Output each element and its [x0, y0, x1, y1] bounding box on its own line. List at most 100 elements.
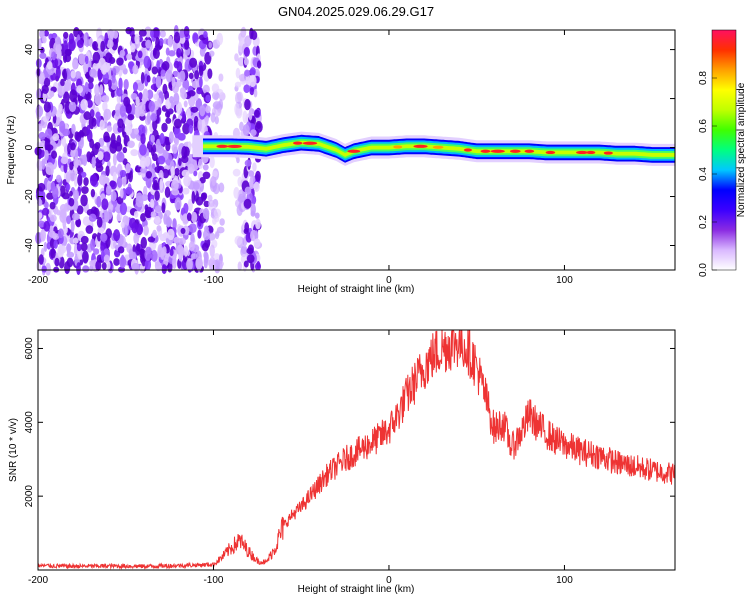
spectrogram-noise-blob: [51, 150, 58, 159]
spectrogram-noise-blob: [128, 248, 134, 260]
spectrogram-noise-blob: [61, 136, 67, 147]
spectrogram-noise-blob: [152, 229, 158, 239]
spectrogram-noise-blob: [152, 144, 157, 153]
spectrogram-noise-blob: [209, 244, 215, 258]
spectrogram-noise-blob: [180, 227, 186, 235]
spectrogram-noise-blob: [183, 202, 189, 215]
colorbar-tick-label: 0.4: [698, 167, 709, 181]
colorbar-tick-label: 0.6: [698, 119, 709, 133]
spectrogram-noise-blob: [243, 84, 251, 94]
spectrogram-noise-blob: [237, 56, 245, 67]
spectrogram-noise-blob: [201, 242, 209, 252]
spectrogram-noise-blob: [254, 230, 259, 241]
spectrogram-noise-blob: [82, 250, 89, 264]
spectrogram-noise-blob: [180, 246, 185, 257]
spectrogram-noise-blob: [251, 115, 257, 126]
spectrogram-noise-blob: [138, 29, 147, 37]
spectrogram-noise-blob: [188, 223, 197, 234]
spectrogram-noise-blob: [89, 138, 95, 149]
spectrogram-noise-blob: [89, 174, 98, 187]
spectrogram-noise-blob: [42, 35, 47, 44]
spectrogram-noise-blob: [50, 248, 56, 259]
spectrogram-noise-blob: [37, 182, 46, 192]
spectrogram-noise-blob: [184, 39, 190, 50]
spectrogram-noise-blob: [254, 109, 260, 118]
spectrogram-noise-blob: [153, 179, 158, 190]
spectrogram-noise-blob: [99, 233, 108, 242]
spectrogram-frame: [37, 29, 676, 271]
spectrogram-noise-blob: [89, 68, 97, 78]
spectrogram-noise-blob: [235, 91, 242, 105]
spectrogram-noise-blob: [235, 67, 241, 79]
spectrogram-noise-blob: [193, 170, 198, 177]
spectrogram-noise-blob: [172, 256, 177, 270]
spectrogram-noise-blob: [249, 67, 256, 76]
spectrogram-noise-blob: [176, 47, 182, 58]
spectrogram-noise-blob: [81, 186, 89, 194]
spectrogram-noise-blob: [191, 211, 198, 223]
spectrogram-noise-blob: [219, 218, 225, 226]
spectrogram-noise-blob: [205, 115, 210, 123]
spectrogram-noise-blob: [73, 243, 78, 256]
spectrogram-noise-blob: [173, 118, 182, 129]
spectrogram-noise-blob: [150, 134, 155, 143]
spectrogram-hotspot: [293, 141, 303, 145]
spectrogram-noise-blob: [210, 112, 216, 123]
spectrogram-noise-blob: [76, 85, 84, 94]
spectrogram-noise-blob: [155, 75, 162, 89]
spectrogram-hotspot: [586, 150, 596, 155]
spectrogram-noise-blob: [122, 131, 127, 138]
spectrogram-y-tick-label: 20: [24, 93, 35, 105]
spectrogram-noise-blob: [148, 100, 156, 112]
spectrogram-noise-blob: [161, 61, 170, 71]
spectrogram-noise-blob: [157, 97, 162, 108]
spectrogram-noise-blob: [244, 69, 251, 77]
spectrogram-noise-blob: [93, 248, 100, 255]
spectrogram-noise-blob: [76, 39, 84, 49]
spectrogram-noise-blob: [55, 174, 62, 183]
spectrogram-noise-blob: [114, 142, 123, 152]
spectrogram-noise-blob: [66, 243, 72, 253]
spectrogram-noise-blob: [199, 105, 206, 117]
spectrogram-noise-blob: [80, 171, 87, 178]
spectrogram-noise-blob: [82, 154, 88, 167]
spectrogram-noise-blob: [35, 105, 44, 118]
spectrogram-noise-blob: [159, 30, 166, 38]
spectrogram-noise-blob: [118, 77, 123, 91]
spectrogram-noise-blob: [124, 224, 128, 238]
spectrogram-noise-blob: [71, 212, 80, 221]
spectrogram-noise-blob: [182, 78, 190, 91]
spectrogram-noise-blob: [164, 90, 170, 101]
spectrogram-noise-blob: [109, 31, 114, 40]
spectrogram-y-tick-label: 0: [24, 144, 35, 150]
spectrogram-noise-blob: [144, 258, 152, 271]
spectrogram-noise-blob: [76, 243, 82, 252]
spectrogram-noise-blob: [212, 91, 220, 100]
spectrogram-noise-blob: [59, 120, 66, 133]
spectrogram-noise-blob: [244, 186, 252, 195]
spectrogram-noise-blob: [140, 236, 147, 249]
colorbar-frame: [711, 29, 737, 271]
spectrogram-noise-blob: [160, 249, 165, 261]
spectrogram-noise-blob: [119, 49, 126, 57]
spectrogram-noise-blob: [69, 190, 73, 197]
spectrogram-noise-blob: [69, 170, 76, 182]
spectrogram-noise-blob: [209, 50, 215, 57]
spectrogram-noise-blob: [249, 176, 254, 188]
spectrogram-noise-blob: [183, 25, 190, 38]
spectrogram-noise-blob: [197, 229, 202, 239]
spectrogram-noise-blob: [250, 30, 258, 41]
spectrogram-noise-blob: [234, 102, 240, 116]
spectrogram-noise-blob: [202, 207, 210, 220]
spectrogram-noise-blob: [62, 216, 67, 230]
spectrogram-noise-blob: [124, 125, 133, 136]
spectrogram-noise-blob: [203, 30, 208, 39]
spectrogram-noise-blob: [96, 216, 103, 228]
spectrogram-noise-blob: [198, 65, 204, 76]
spectrogram-noise-blob: [164, 136, 170, 145]
spectrogram-noise-blob: [106, 39, 114, 49]
spectrogram-noise-blob: [51, 57, 59, 69]
spectrogram-noise-blob: [218, 73, 224, 82]
spectrogram-noise-blob: [86, 151, 92, 163]
spectrogram-noise-blob: [254, 262, 262, 271]
